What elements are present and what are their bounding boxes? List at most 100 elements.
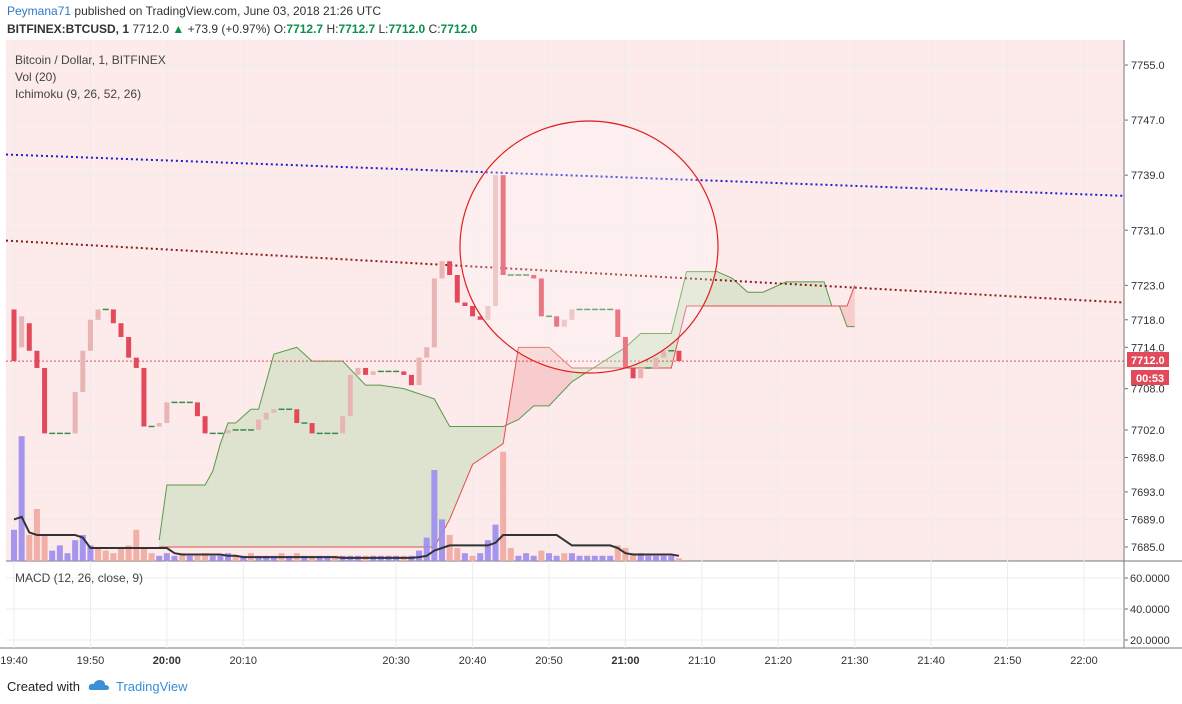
- candle: [87, 319, 93, 351]
- author-link[interactable]: Peymana71: [7, 4, 72, 18]
- candle: [638, 367, 644, 379]
- volume-bar: [255, 555, 262, 561]
- chart-grid: [6, 40, 1124, 648]
- volume-bar: [622, 548, 629, 561]
- volume-bar: [546, 553, 552, 561]
- x-tick-label: 21:30: [841, 655, 869, 667]
- candle: [630, 367, 636, 379]
- candle: [225, 429, 231, 434]
- candle: [26, 323, 32, 351]
- candle: [141, 367, 147, 427]
- legend-ichimoku: Ichimoku (9, 26, 52, 26): [15, 87, 141, 101]
- volume-bar: [416, 550, 423, 561]
- volume-bar: [87, 545, 94, 561]
- volume-bar: [217, 555, 224, 561]
- cloud-segment: [243, 409, 251, 547]
- candle: [72, 392, 78, 434]
- cloud-segment: [518, 347, 534, 420]
- x-tick-label: 19:40: [0, 655, 28, 667]
- volume-bar: [194, 555, 201, 561]
- volume-bar: [553, 555, 560, 561]
- volume-bar: [148, 553, 155, 561]
- symbol-label: BITFINEX:BTCUSD, 1: [7, 22, 130, 36]
- volume-bar: [72, 540, 79, 561]
- x-tick-label: 22:00: [1070, 655, 1098, 667]
- legend-vol: Vol (20): [15, 70, 56, 84]
- price-badge: 7712.0: [1131, 355, 1165, 367]
- volume-bar: [423, 537, 430, 561]
- candle: [554, 316, 560, 327]
- volume-bar: [515, 555, 522, 561]
- candle: [485, 306, 491, 320]
- macd-pane-bg: [6, 561, 1124, 648]
- highlight-ellipse: [459, 120, 719, 374]
- x-tick-label: 20:10: [230, 655, 258, 667]
- cloud-segment: [449, 426, 473, 520]
- x-tick-label: 20:00: [153, 655, 181, 667]
- cloud-segment: [785, 281, 809, 306]
- volume-bar: [156, 555, 163, 561]
- candle: [80, 350, 86, 393]
- volume-bar: [286, 555, 293, 561]
- volume-bar: [439, 519, 445, 561]
- low-label: L:: [378, 22, 389, 36]
- candle: [424, 347, 430, 358]
- volume-bar: [270, 555, 277, 561]
- candle: [363, 367, 369, 375]
- volume-bar: [614, 545, 621, 561]
- volume-bar: [186, 555, 193, 561]
- volume-bar: [301, 555, 308, 561]
- volume-bar: [209, 555, 216, 561]
- volume-bar: [630, 553, 637, 561]
- candle: [263, 412, 269, 420]
- volume-ma: [13, 515, 680, 559]
- up-arrow-icon: ▲: [172, 22, 185, 36]
- candle: [164, 402, 170, 424]
- y-tick-label: 7747.0: [1131, 115, 1165, 127]
- x-tick-label: 20:40: [459, 655, 487, 667]
- volume-bar: [584, 555, 591, 561]
- cloud-segment: [212, 443, 221, 547]
- time-axis: 19:40 19:50 20:00 20:10 20:30 20:40 20:50 21:00…: [0, 655, 1098, 667]
- candle: [118, 323, 124, 337]
- senkou-span-b: [159, 285, 856, 548]
- senkou-span-a: [158, 271, 855, 541]
- volume-bar: [49, 550, 56, 561]
- volume-bar: [18, 436, 25, 561]
- volume-bar: [477, 553, 484, 561]
- volume-bar: [125, 545, 132, 561]
- price-badge-bg: [1127, 352, 1169, 367]
- candle: [661, 350, 667, 358]
- cloud-segment: [342, 361, 366, 547]
- x-tick-label: 20:50: [535, 655, 563, 667]
- cloud-segment: [732, 278, 748, 306]
- candle: [447, 261, 453, 276]
- cloud-segment: [671, 271, 687, 368]
- cloud-segment: [166, 485, 198, 547]
- candle: [347, 374, 353, 417]
- volume-bar: [561, 553, 568, 561]
- volume-bar: [102, 550, 109, 561]
- y-tick-label: 7723.0: [1131, 280, 1165, 292]
- cloud-segment: [686, 271, 702, 306]
- tradingview-cloud-icon: [88, 679, 110, 694]
- cloud-segment: [403, 388, 435, 547]
- tradingview-link[interactable]: TradingView: [115, 679, 188, 694]
- price-chart[interactable]: 7755.0 7747.0 7739.0 7731.0 7723.0 7718.0 7714…: [0, 40, 1182, 670]
- cloud-segment: [273, 347, 297, 547]
- cloud-segment: [763, 281, 786, 306]
- cloud-segment: [220, 423, 228, 547]
- high-value: 7712.7: [338, 22, 376, 36]
- y-tick-label: 7714.0: [1131, 342, 1165, 354]
- time-badge-bg: [1131, 370, 1169, 385]
- volume-bar: [95, 548, 102, 561]
- volume-bar: [568, 553, 575, 561]
- close-value: 7712.0: [440, 22, 478, 36]
- volume-bar: [263, 555, 270, 561]
- y-tick-label: 7685.0: [1131, 542, 1165, 554]
- volume-bar: [500, 451, 507, 561]
- volume-bar: [26, 535, 33, 561]
- cloud-segment: [549, 347, 572, 406]
- close-label: C:: [428, 22, 441, 36]
- price-axis: 7755.0 7747.0 7739.0 7731.0 7723.0 7718.0 7714…: [1124, 60, 1170, 647]
